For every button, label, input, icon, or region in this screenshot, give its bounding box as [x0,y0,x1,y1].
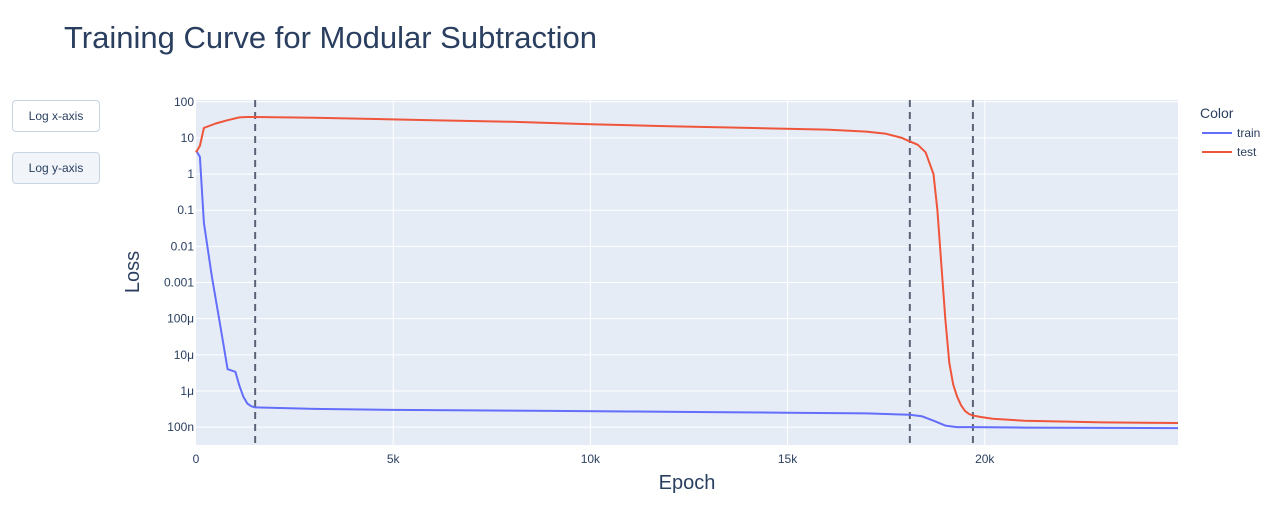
x-tick-label: 5k [387,452,401,466]
x-tick-labels: 0 5k 10k 15k 20k [193,452,996,466]
x-axis-label: Epoch [659,472,716,494]
y-tick-label: 100μ [167,312,194,326]
y-tick-label: 0.01 [171,239,195,253]
vertical-markers [254,100,974,445]
legend-label-test: test [1237,145,1257,159]
plot-area [196,100,1178,445]
chart-title: Training Curve for Modular Subtraction [64,20,597,55]
train-series-line [195,149,1179,430]
y-tick-label: 100n [167,420,194,434]
y-tick-label: 1μ [180,384,194,398]
legend-title: Color [1200,105,1234,121]
legend-label-train: train [1237,126,1260,140]
log-x-axis-button[interactable]: Log x-axis [12,100,100,132]
y-tick-label: 10μ [174,348,194,362]
log-y-axis-button[interactable]: Log y-axis [12,152,100,184]
y-tick-label: 0.1 [177,203,194,217]
test-series-line [195,116,1179,424]
x-tick-label: 15k [778,452,798,466]
legend: Color train test [1200,105,1260,159]
x-tick-label: 10k [581,452,601,466]
y-tick-label: 10 [181,131,195,145]
x-tick-label: 20k [975,452,995,466]
y-tick-label: 0.001 [164,276,194,290]
y-axis-label: Loss [122,251,144,293]
x-tick-label: 0 [193,452,200,466]
y-tick-label: 100 [174,95,194,109]
y-tick-labels: 100 10 1 0.1 0.01 0.001 100μ 10μ 1μ 100n [164,95,194,434]
y-tick-label: 1 [187,167,194,181]
series-lines [195,116,1179,430]
